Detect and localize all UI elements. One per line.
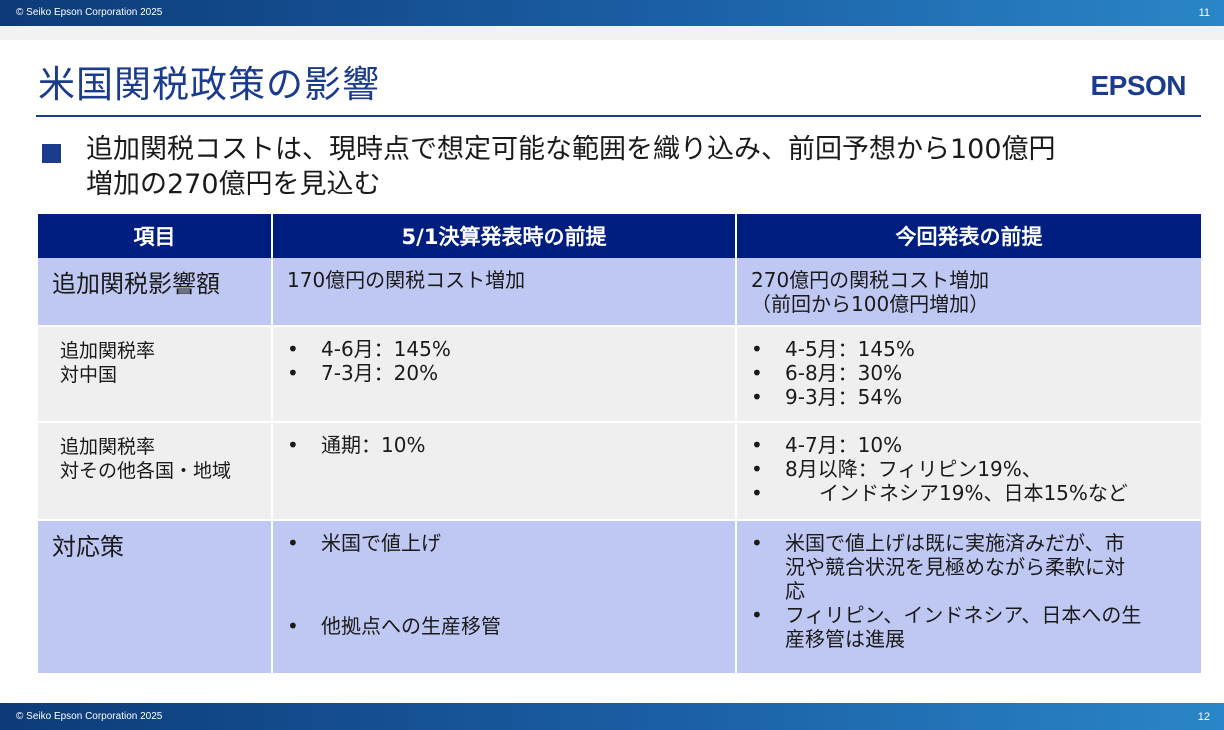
prev-cell: 4-6月：145% 7-3月：20% [272,326,737,423]
row-label: 追加関税影響額 [38,258,273,327]
list-item: 4-7月：10% [751,433,1191,457]
list-item-line: 産移管は進展 [785,627,905,651]
list-item: 6-8月：30% [751,361,1191,385]
row-label: 追加関税率 対中国 [38,326,273,423]
page-number: 12 [1197,711,1210,723]
continuation-text: インドネシア19%、日本15%など [819,481,1128,505]
page-title: 米国関税政策の影響 [38,63,380,106]
header-prev-assumption: 5/1決算発表時の前提 [272,214,737,258]
list-item-line: フィリピン、インドネシア、日本への生 [785,603,1142,627]
curr-cell: 4-5月：145% 6-8月：30% 9-3月：54% [736,326,1201,423]
bottom-bar: © Seiko Epson Corporation 2025 12 [0,703,1224,730]
row-label-line: 対中国 [60,364,118,386]
curr-cell: 4-7月：10% 8月以降：フィリピン19%、 インドネシア19%、日本15%な… [736,422,1201,521]
lead-text: 追加関税コストは、現時点で想定可能な範囲を織り込み、前回予想から100億円 増加… [86,132,1186,202]
list-item: 通期：10% [287,433,725,457]
table-row: 対応策 米国で値上げ 他拠点への生産移管 米国で値上げは既に実施済みだが、市 況… [38,520,1201,675]
list-item-line: 米国で値上げは既に実施済みだが、市 [785,531,1125,555]
copyright-text: © Seiko Epson Corporation 2025 [16,711,163,722]
title-divider [36,115,1201,117]
cell-text: （前回から100億円増加） [751,292,990,316]
list-item: 8月以降：フィリピン19%、 [751,457,1191,481]
lead-line-1: 追加関税コストは、現時点で想定可能な範囲を織り込み、前回予想から100億円 [86,134,1056,165]
tariff-table: 項目 5/1決算発表時の前提 今回発表の前提 追加関税影響額 170億円の関税コ… [38,214,1201,675]
cell-text: 170億円の関税コスト増加 [287,268,526,292]
table-row: 追加関税率 対その他各国・地域 通期：10% 4-7月：10% 8月以降：フィリ… [38,422,1201,521]
prev-cell: 通期：10% [272,422,737,521]
list-item-line: 応 [785,579,805,603]
header-gap [0,26,1224,40]
row-label-line: 追加関税率 [60,436,156,458]
list-item: 9-3月：54% [751,385,1191,409]
list-item: 7-3月：20% [287,361,725,385]
list-item: 他拠点への生産移管 [287,614,725,638]
epson-logo: EPSON [1090,70,1186,101]
row-label-line: 対その他各国・地域 [60,460,232,482]
lead-line-2: 増加の270億円を見込む [86,169,381,200]
cell-text: 270億円の関税コスト増加 [751,268,990,292]
prev-cell: 米国で値上げ 他拠点への生産移管 [272,520,737,675]
list-item: 米国で値上げは既に実施済みだが、市 況や競合状況を見極めながら柔軟に対 応 [751,531,1191,603]
page-number: 11 [1198,7,1210,19]
list-item: フィリピン、インドネシア、日本への生 産移管は進展 [751,603,1191,651]
top-bar: © Seiko Epson Corporation 2025 11 [0,0,1224,26]
list-item-line: 況や競合状況を見極めながら柔軟に対 [785,555,1125,579]
prev-cell: 170億円の関税コスト増加 [272,258,737,327]
row-label: 対応策 [38,520,273,675]
header-item: 項目 [38,214,273,258]
header-current-assumption: 今回発表の前提 [736,214,1201,258]
list-item-continuation: インドネシア19%、日本15%など [751,481,1191,505]
row-label: 追加関税率 対その他各国・地域 [38,422,273,521]
list-item: 4-5月：145% [751,337,1191,361]
curr-cell: 270億円の関税コスト増加 （前回から100億円増加） [736,258,1201,327]
table-row: 追加関税率 対中国 4-6月：145% 7-3月：20% 4-5月：145% 6… [38,326,1201,423]
table-row: 追加関税影響額 170億円の関税コスト増加 270億円の関税コスト増加 （前回か… [38,258,1201,327]
list-item: 4-6月：145% [287,337,725,361]
row-label-line: 追加関税率 [60,340,156,362]
list-item: 米国で値上げ [287,531,725,555]
square-bullet-icon [42,144,61,163]
curr-cell: 米国で値上げは既に実施済みだが、市 況や競合状況を見極めながら柔軟に対 応 フィ… [736,520,1201,675]
copyright-text: © Seiko Epson Corporation 2025 [16,7,163,18]
table-header-row: 項目 5/1決算発表時の前提 今回発表の前提 [38,214,1201,258]
